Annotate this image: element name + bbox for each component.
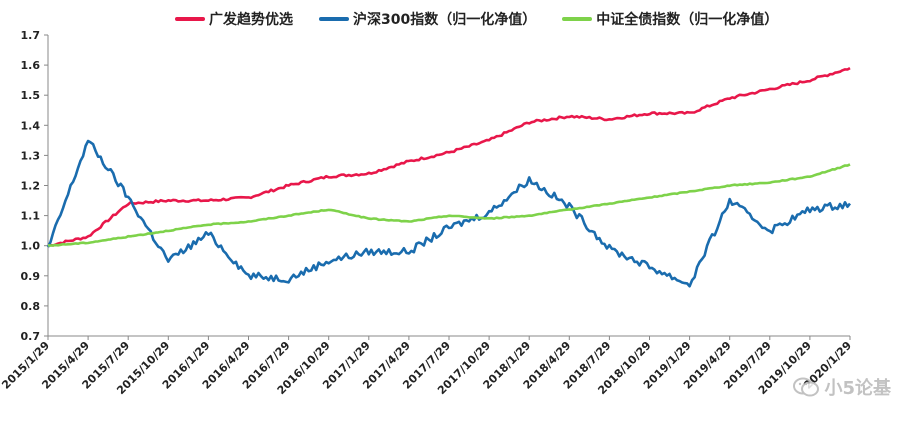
series-line-2 — [48, 164, 850, 245]
legend-swatch-fund — [175, 17, 205, 21]
watermark-text: 小5论基 — [824, 374, 891, 400]
series-line-0 — [48, 68, 850, 246]
y-tick-label: 1.4 — [21, 119, 41, 132]
legend-item-bond: 中证全债指数（归一化净值） — [562, 9, 778, 29]
series-line-1 — [48, 141, 850, 286]
legend-label-hs300: 沪深300指数（归一化净值） — [353, 9, 536, 29]
y-tick-label: 0.9 — [21, 270, 41, 283]
legend-item-hs300: 沪深300指数（归一化净值） — [319, 9, 536, 29]
legend-swatch-hs300 — [319, 17, 349, 21]
y-tick-label: 0.7 — [21, 330, 41, 343]
y-tick-label: 1.7 — [21, 29, 41, 42]
y-tick-label: 1.1 — [21, 210, 41, 223]
y-tick-label: 0.8 — [21, 300, 41, 313]
legend-label-fund: 广发趋势优选 — [209, 9, 293, 29]
legend-label-bond: 中证全债指数（归一化净值） — [596, 9, 778, 29]
wechat-icon — [792, 376, 820, 398]
y-tick-label: 1.6 — [21, 59, 41, 72]
y-tick-label: 1.3 — [21, 149, 41, 162]
legend-item-fund: 广发趋势优选 — [175, 9, 293, 29]
legend-swatch-bond — [562, 17, 592, 21]
legend: 广发趋势优选 沪深300指数（归一化净值） 中证全债指数（归一化净值） — [175, 8, 804, 30]
watermark: 小5论基 — [792, 374, 891, 400]
y-tick-label: 1.0 — [21, 240, 41, 253]
y-tick-label: 1.2 — [21, 180, 41, 193]
y-tick-label: 1.5 — [21, 89, 41, 102]
